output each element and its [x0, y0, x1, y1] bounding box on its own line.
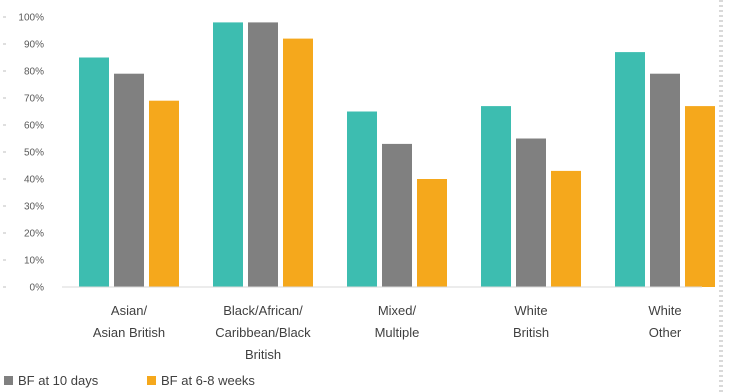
x-category-label-line: British	[245, 347, 281, 362]
x-category-label-line: Multiple	[375, 325, 420, 340]
y-tick-label: 10%	[24, 256, 44, 267]
x-axis-labels: Asian/Asian British Black/African/Caribbe…	[93, 303, 682, 362]
x-category-label-line: Mixed/	[378, 303, 417, 318]
y-tick-label: 50%	[24, 148, 44, 159]
legend: BF at 10 days BF at 6-8 weeks	[4, 373, 255, 388]
legend-swatch-bf-6-8-weeks	[147, 376, 156, 385]
y-tick-label: 0%	[30, 283, 45, 294]
bar	[685, 106, 715, 287]
dotted-border	[719, 0, 723, 392]
x-category-label-line: Other	[649, 325, 682, 340]
x-category-label: Asian/Asian British	[93, 303, 165, 340]
y-tick-label: 60%	[24, 121, 44, 132]
x-category-label: White British	[513, 303, 549, 340]
y-tick-label: 40%	[24, 175, 44, 186]
x-category-label-line: Caribbean/Black	[215, 325, 311, 340]
x-category-label-line: White	[514, 303, 547, 318]
x-category-label: Black/African/Caribbean/Black British	[215, 303, 311, 362]
x-category-label-line: Asian British	[93, 325, 165, 340]
legend-swatch-bf-10-days	[4, 376, 13, 385]
x-category-label: Mixed/Multiple	[375, 303, 420, 340]
y-tick-label: 100%	[18, 13, 44, 24]
y-tick-label: 70%	[24, 94, 44, 105]
bar	[114, 73, 144, 287]
bar	[213, 22, 243, 288]
x-category-label-line: British	[513, 325, 549, 340]
y-tick-label: 90%	[24, 40, 44, 51]
bar	[149, 100, 179, 287]
bar	[417, 179, 447, 287]
y-tick-label: 20%	[24, 229, 44, 240]
bar	[481, 106, 511, 287]
bars	[79, 22, 715, 288]
legend-label-bf-6-8-weeks: BF at 6-8 weeks	[161, 373, 255, 388]
bar	[79, 57, 109, 287]
bar	[516, 138, 546, 287]
x-category-label-line: White	[648, 303, 681, 318]
y-tick-label: 80%	[24, 67, 44, 78]
x-category-label: White Other	[648, 303, 682, 340]
bar	[347, 111, 377, 287]
bar	[248, 22, 278, 288]
bar	[551, 170, 581, 287]
bar	[382, 143, 412, 287]
y-tick-label: 30%	[24, 202, 44, 213]
bar	[650, 73, 680, 287]
legend-label-bf-10-days: BF at 10 days	[18, 373, 99, 388]
bar	[615, 52, 645, 287]
x-category-label-line: Asian/	[111, 303, 148, 318]
bar	[283, 38, 313, 287]
x-category-label-line: Black/African/	[223, 303, 303, 318]
y-axis: 0% 10% 20% 30% 40% 50% 60% 70% 80% 90% 100%	[3, 13, 44, 294]
